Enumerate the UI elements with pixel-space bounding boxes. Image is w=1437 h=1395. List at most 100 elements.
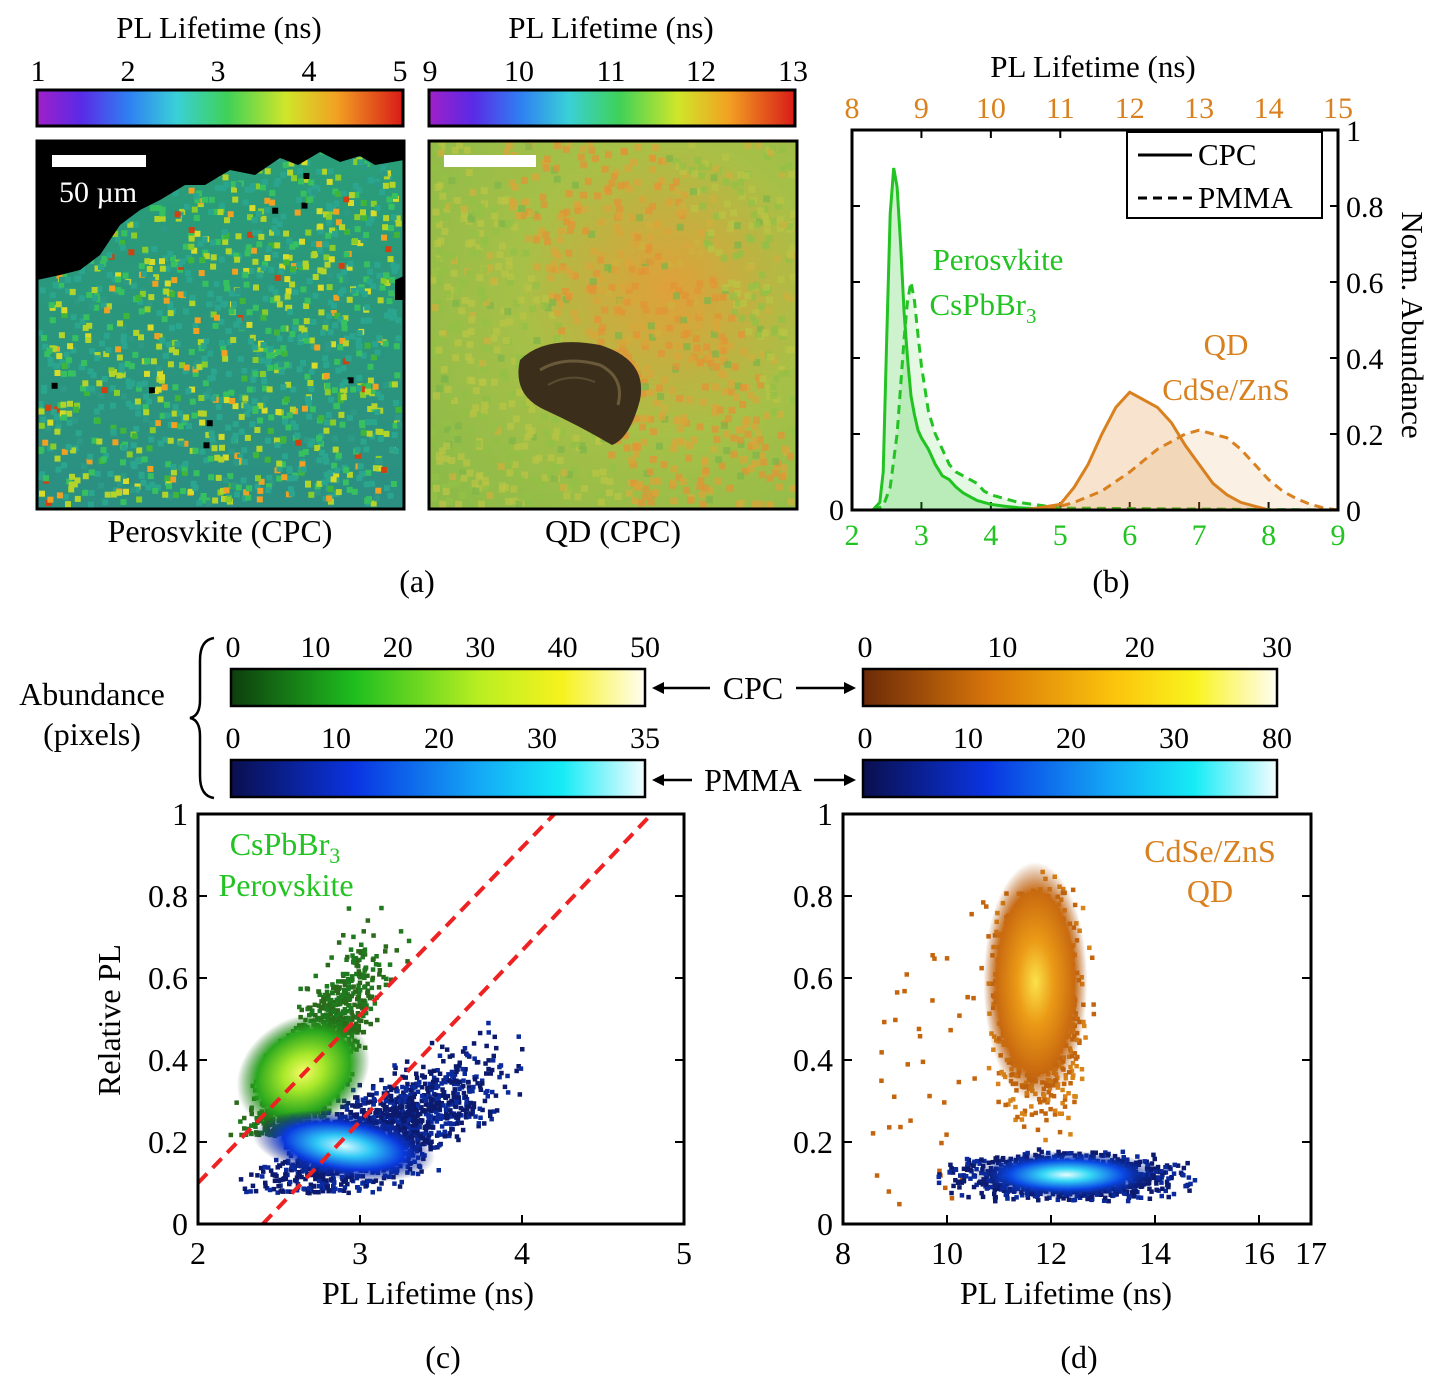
pmma-point	[383, 1112, 388, 1117]
perovskite-map-pixel	[161, 384, 168, 391]
perovskite-map-pixel	[365, 469, 372, 476]
perovskite-map-pixel	[388, 381, 395, 388]
perovskite-map-pixel	[45, 404, 52, 411]
qd-map-pixel	[435, 384, 443, 392]
panel-b-caption: (b)	[1092, 563, 1129, 599]
cpc-point	[345, 971, 350, 977]
qd-map-pixel	[773, 396, 781, 404]
qd-map-pixel	[571, 477, 579, 485]
qd-map-pixel	[433, 148, 441, 156]
perovskite-map-pixel	[391, 381, 398, 388]
perovskite-map-pixel	[244, 186, 251, 193]
cpc-point	[299, 1007, 304, 1013]
qd-map-pixel	[642, 306, 650, 314]
qd-map-pixel	[699, 202, 707, 210]
perovskite-map-pixel	[268, 414, 275, 421]
qd-map-pixel	[532, 296, 540, 304]
perovskite-map-pixel	[188, 488, 194, 495]
panel-b-bottom-tick: 8	[1261, 519, 1276, 552]
perovskite-map-pixel	[98, 392, 105, 399]
qd-map-pixel	[506, 219, 513, 227]
qd-map-pixel	[591, 155, 599, 163]
perovskite-map-pixel	[121, 343, 128, 349]
qd-map-pixel	[543, 429, 551, 437]
qd-map-pixel	[525, 423, 532, 431]
qd-map-pixel	[442, 212, 450, 220]
qd-map-pixel	[745, 328, 753, 336]
cpc-point	[331, 985, 336, 991]
qd-map-pixel	[495, 263, 502, 270]
perovskite-map-pixel	[324, 382, 331, 389]
perovskite-map-pixel	[90, 372, 97, 378]
qd-map-pixel	[450, 269, 458, 277]
perovskite-map-pixel	[359, 471, 365, 477]
pmma-point	[491, 1053, 496, 1059]
qd-map-pixel	[440, 201, 448, 209]
qd-map-pixel	[521, 471, 529, 479]
qd-map-pixel	[594, 315, 602, 323]
qd-map-pixel	[711, 404, 719, 411]
perovskite-map-pixel	[273, 363, 280, 370]
qd-map-pixel	[699, 500, 707, 508]
qd-map-pixel	[693, 239, 701, 247]
perovskite-map-pixel	[48, 302, 55, 309]
perovskite-map-pixel	[93, 304, 100, 311]
pmma-point	[434, 1119, 440, 1124]
perovskite-map-pixel	[343, 467, 350, 474]
perovskite-map-pixel	[226, 339, 233, 346]
perovskite-map-pixel	[334, 312, 341, 319]
qd-map-pixel	[461, 296, 469, 304]
perovskite-map-pixel	[357, 240, 364, 247]
perovskite-map-pixel	[147, 465, 154, 472]
perovskite-map-pixel	[378, 394, 384, 401]
pmma-point	[471, 1084, 476, 1090]
perovskite-map-pixel	[56, 492, 63, 499]
perovskite-map-pixel	[127, 221, 134, 228]
perovskite-map-pixel	[231, 301, 238, 308]
qd-map-pixel	[632, 270, 640, 277]
perovskite-map-pixel	[119, 239, 125, 246]
qd-map-pixel	[504, 308, 512, 315]
perovskite-map-pixel	[276, 335, 283, 342]
perovskite-map-pixel	[167, 304, 174, 311]
perovskite-map-pixel	[280, 171, 287, 178]
perovskite-map-pixel	[216, 397, 223, 404]
perovskite-map-pixel	[387, 492, 394, 499]
perovskite-map-pixel	[218, 433, 225, 440]
qd-map-pixel	[467, 328, 475, 336]
qd-map-pixel	[625, 334, 633, 342]
qd-map-pixel	[606, 489, 613, 497]
perovskite-map-pixel	[194, 317, 201, 324]
perovskite-map-pixel	[219, 202, 226, 209]
qd-map-defect	[518, 342, 642, 445]
perovskite-map-pixel	[267, 346, 274, 353]
qd-map-pixel	[476, 274, 484, 282]
qd-map-pixel	[647, 370, 655, 378]
pmma-point	[471, 1101, 477, 1106]
perovskite-map-pixel	[65, 501, 71, 508]
qd-map-pixel	[539, 193, 547, 201]
perovskite-map-pixel	[330, 302, 337, 309]
perovskite-map-pixel	[288, 490, 295, 497]
qd-map-pixel	[766, 474, 774, 482]
qd-map-pixel	[510, 248, 518, 256]
perovskite-map-pixel	[380, 277, 387, 284]
pmma-point	[447, 1131, 452, 1136]
qd-map-pixel	[777, 431, 785, 439]
abundance-unit: (pixels)	[43, 716, 141, 752]
perovskite-map-pixel	[347, 260, 354, 267]
qd-map-pixel	[458, 307, 466, 315]
pmma-point	[489, 1067, 495, 1073]
perovskite-map-pixel	[394, 215, 401, 222]
perovskite-map-pixel	[99, 340, 105, 347]
perovskite-map-pixel	[253, 452, 259, 459]
perovskite-map-pixel	[237, 356, 244, 363]
pmma-point	[249, 1172, 254, 1177]
pmma-point	[476, 1123, 481, 1129]
qd-map-pixel	[761, 241, 769, 249]
perovskite-map-pixel	[69, 288, 76, 295]
pmma-point	[486, 1030, 491, 1035]
qd-map-pixel	[595, 437, 603, 445]
perovskite-map-pixel	[88, 303, 95, 310]
qd-map-pixel	[713, 319, 721, 327]
